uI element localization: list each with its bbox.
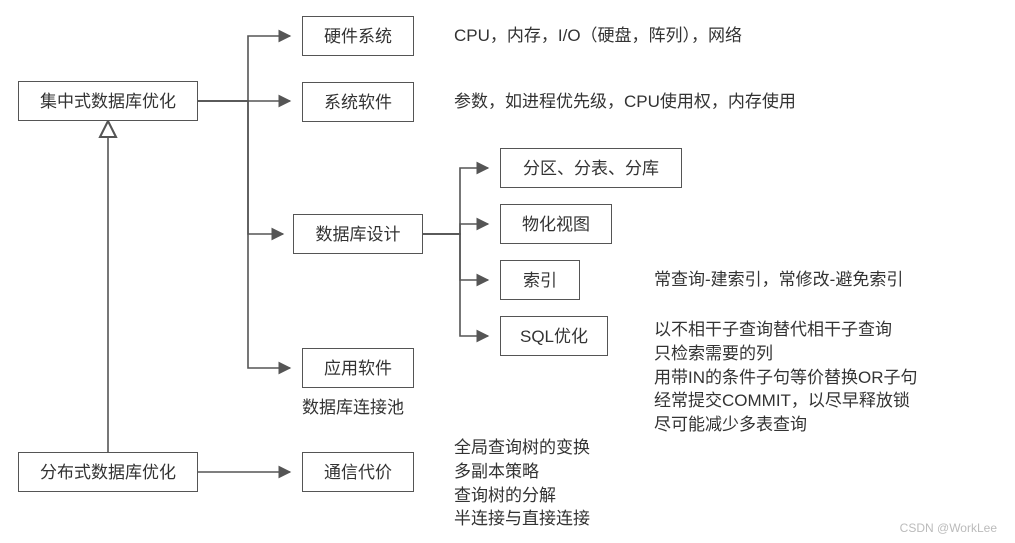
annot-sys_annot: 参数，如进程优先级，CPU使用权，内存使用 [454, 90, 796, 114]
edge-centralized-to-hardware [198, 36, 290, 101]
node-hardware: 硬件系统 [302, 16, 414, 56]
annot-hw_annot: CPU，内存，I/O（硬盘，阵列），网络 [454, 24, 742, 48]
node-distributed: 分布式数据库优化 [18, 452, 198, 492]
edge-dbdesign-to-partition [423, 168, 488, 234]
node-commcost: 通信代价 [302, 452, 414, 492]
node-centralized: 集中式数据库优化 [18, 81, 198, 121]
edge-dbdesign-to-matview [423, 224, 488, 234]
annot-idx_annot: 常查询-建索引，常修改-避免索引 [654, 268, 903, 292]
edge-centralized-to-dbdesign [198, 101, 283, 234]
node-matview: 物化视图 [500, 204, 612, 244]
node-sqlopt: SQL优化 [500, 316, 608, 356]
node-index: 索引 [500, 260, 580, 300]
watermark: CSDN @WorkLee [900, 521, 997, 535]
annot-sql_annot: 以不相干子查询替代相干子查询只检索需要的列用带IN的条件子句等价替换OR子句经常… [654, 318, 918, 437]
node-appsoft: 应用软件 [302, 348, 414, 388]
edge-dbdesign-to-sqlopt [423, 234, 488, 336]
node-syssoft: 系统软件 [302, 82, 414, 122]
edge-dbdesign-to-index [423, 234, 488, 280]
annot-app_annot: 数据库连接池 [302, 396, 404, 420]
node-partition: 分区、分表、分库 [500, 148, 682, 188]
node-dbdesign: 数据库设计 [293, 214, 423, 254]
edge-centralized-to-appsoft [198, 101, 290, 368]
annot-comm_annot: 全局查询树的变换多副本策略查询树的分解半连接与直接连接 [454, 436, 590, 531]
